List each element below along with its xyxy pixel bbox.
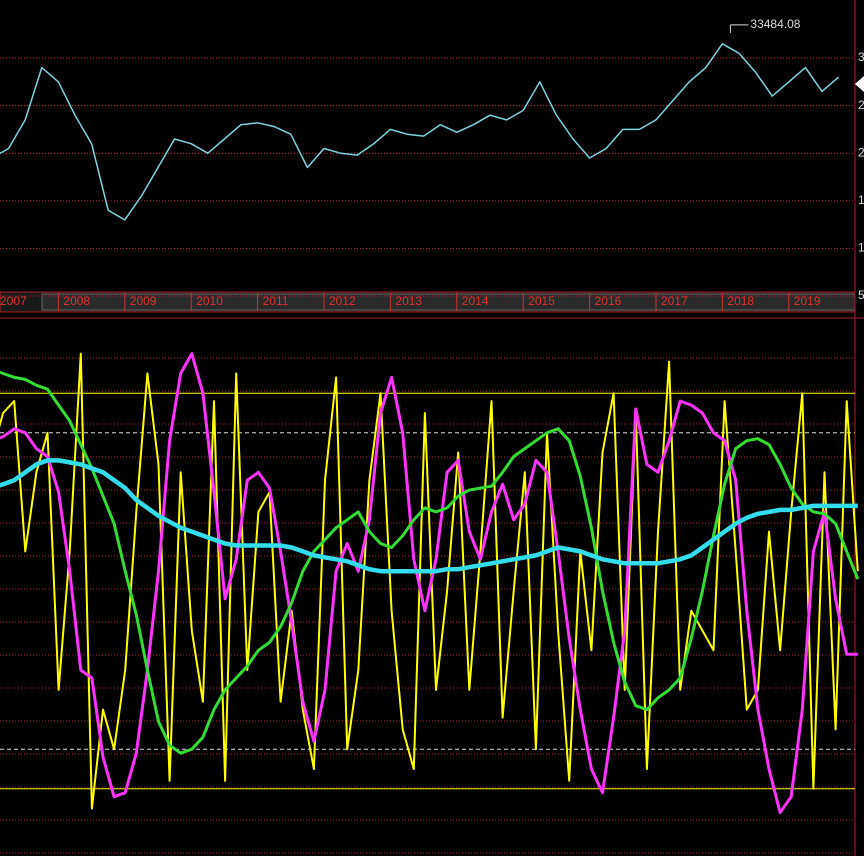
x-tick-label: 2014 [462,294,489,308]
series-line [0,352,859,810]
x-tick-label: 2010 [196,294,223,308]
x-tick-label: 2015 [528,294,555,308]
peak-label: 33484.08 [750,17,800,31]
x-tick-label: 2011 [263,294,289,308]
y-tick-label: 15000 [858,193,864,207]
x-tick-label: 2019 [794,294,821,308]
y-tick-label: 20000 [858,145,864,159]
series-line [0,352,858,814]
x-tick-label: 2017 [661,294,688,308]
x-tick-label: 2013 [395,294,422,308]
x-tick-label: 2008 [63,294,90,308]
y-tick-label: 10000 [858,241,864,255]
y-tick-label: 30000 [858,50,864,64]
x-tick-label: 2009 [130,294,157,308]
x-tick-label: 2012 [329,294,356,308]
price-pointer [855,76,864,92]
x-tick-label: 2016 [595,294,622,308]
y-tick-label: 25000 [858,98,864,112]
series-line [0,43,840,221]
x-tick-label: 2018 [727,294,754,308]
series-line [0,370,860,755]
y-tick-label: 5000 [858,288,864,302]
x-tick-label: 2007 [0,294,27,308]
series-line [0,458,858,574]
